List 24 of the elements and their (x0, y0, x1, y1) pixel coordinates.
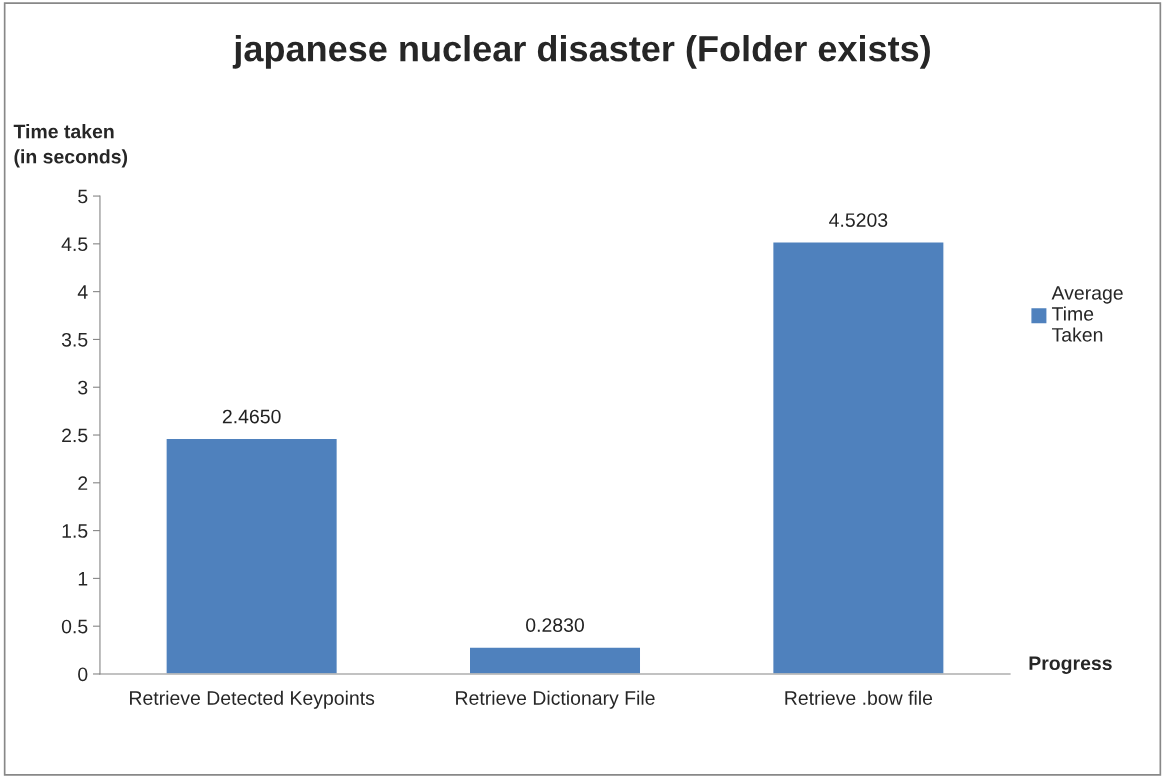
y-tick-label: 1.5 (62, 524, 88, 538)
legend-label: Average Time Taken (1051, 286, 1123, 342)
y-tick-label: 1 (78, 572, 88, 586)
y-tick-label: 5 (78, 189, 88, 204)
bar (165, 437, 339, 674)
y-axis-title: Time taken (in seconds) (13, 124, 128, 168)
y-tick-label: 2.5 (62, 428, 88, 443)
y-tick-label: 4.5 (61, 237, 88, 252)
x-tick-label: Retrieve Detected Keypoints (130, 690, 375, 709)
y-tick-label: 4 (77, 285, 88, 299)
bar (771, 241, 945, 674)
y-tick-label: 0 (78, 667, 88, 682)
bar (468, 646, 642, 674)
data-label: 4.5203 (829, 213, 888, 227)
chart-title: japanese nuclear disaster (Folder exists) (232, 35, 930, 69)
y-tick-label: 3.5 (61, 332, 88, 347)
y-tick-label: 2 (78, 476, 88, 490)
y-tick-label: 0.5 (61, 619, 88, 634)
x-axis-title: Progress (1029, 656, 1112, 674)
y-tick-label: 3 (78, 380, 88, 395)
x-tick-label: Retrieve .bow file (785, 690, 933, 705)
data-label: 0.2830 (526, 618, 584, 632)
x-tick-label: Retrieve Dictionary File (456, 690, 655, 709)
data-label: 2.4650 (222, 409, 281, 424)
